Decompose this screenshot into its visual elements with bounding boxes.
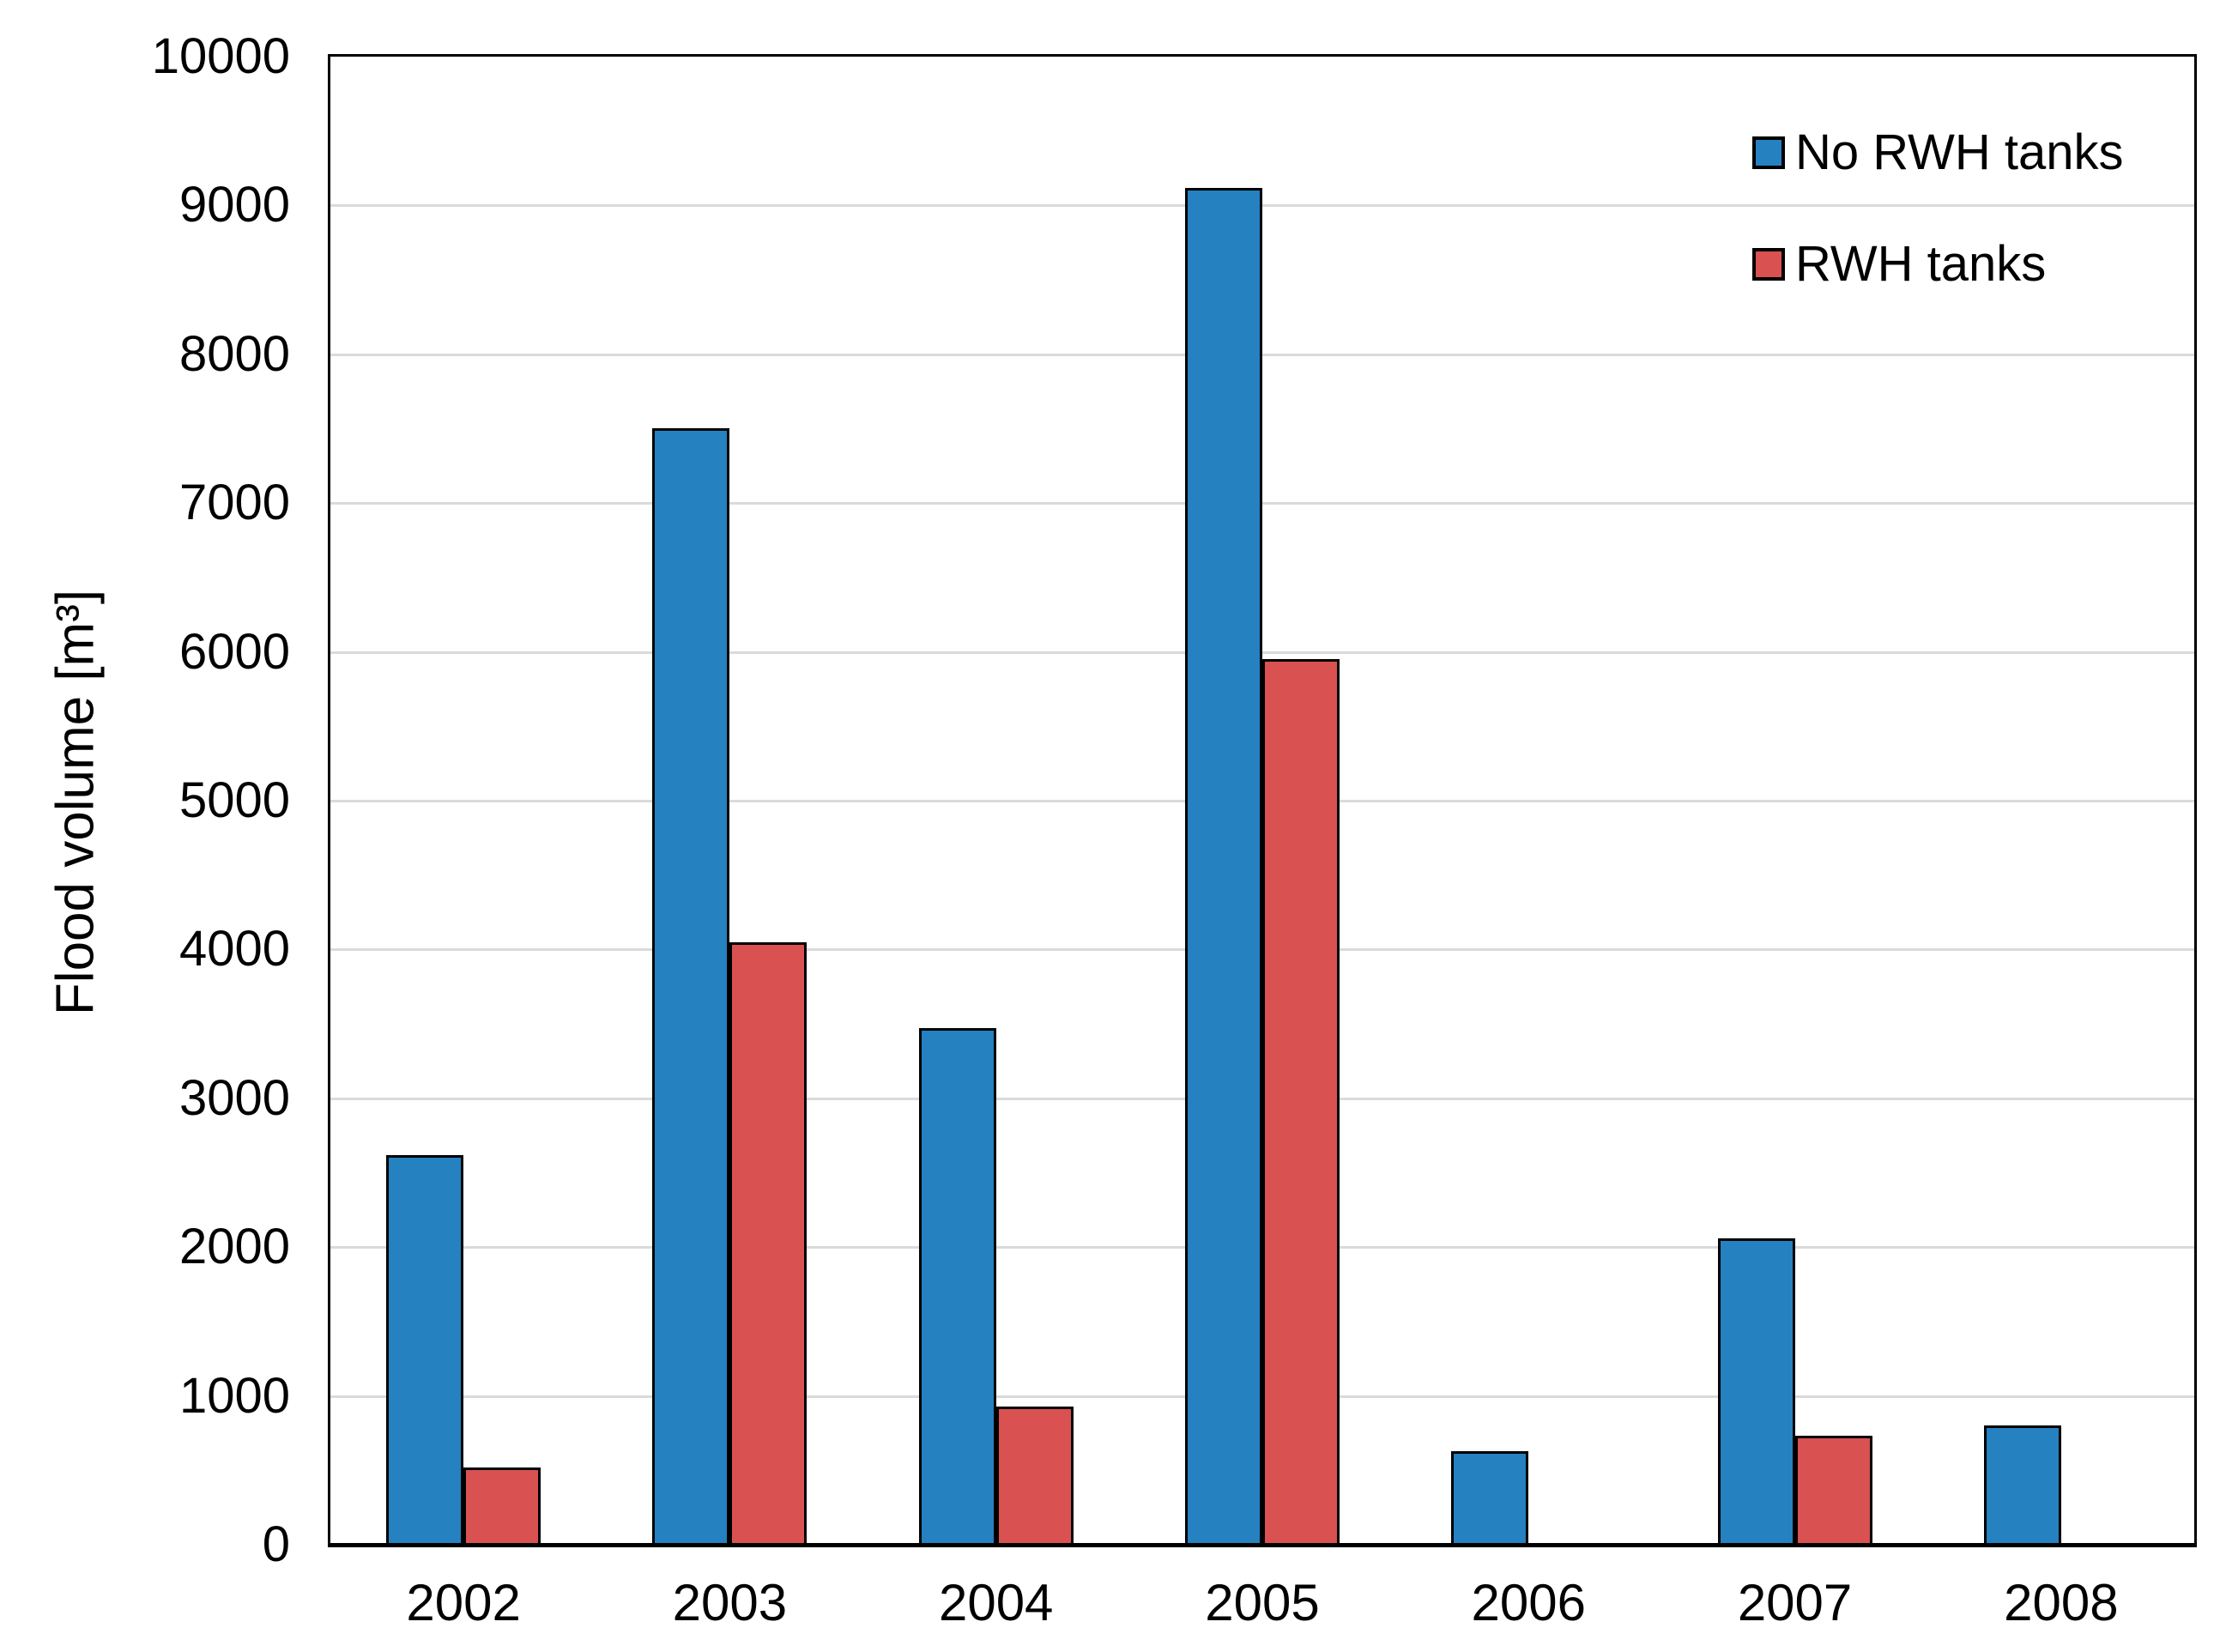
y-tick-label-9000: 9000 [178, 177, 290, 233]
legend-row-rwh-tanks: RWH tanks [1752, 233, 2123, 295]
bar-no-rwh-tanks-2007 [1717, 1238, 1795, 1545]
plot-area: No RWH tanks RWH tanks [328, 54, 2197, 1547]
legend: No RWH tanks RWH tanks [1752, 122, 2123, 345]
y-tick-label-2000: 2000 [178, 1219, 290, 1275]
y-tick-label-7000: 7000 [178, 475, 290, 531]
x-tick-label-2002: 2002 [406, 1574, 521, 1631]
y-tick-label-8000: 8000 [178, 325, 290, 382]
y-tick-label-10000: 10000 [151, 28, 290, 84]
bar-rwh-tanks-2003 [729, 942, 808, 1545]
bar-no-rwh-tanks-2008 [1983, 1425, 2061, 1545]
gridline-8000 [330, 353, 2194, 356]
bar-no-rwh-tanks-2002 [386, 1155, 464, 1545]
bar-rwh-tanks-2002 [463, 1467, 541, 1545]
x-tick-label-2005: 2005 [1205, 1574, 1320, 1631]
bar-no-rwh-tanks-2006 [1451, 1451, 1529, 1545]
x-tick-label-2008: 2008 [2004, 1574, 2119, 1631]
x-tick-label-2004: 2004 [938, 1574, 1054, 1631]
y-tick-label-4000: 4000 [178, 921, 290, 977]
bar-rwh-tanks-2007 [1794, 1436, 1872, 1545]
bar-no-rwh-tanks-2004 [918, 1028, 996, 1545]
legend-swatch-no-rwh-tanks-icon [1752, 136, 1785, 169]
y-tick-label-5000: 5000 [178, 772, 290, 828]
legend-swatch-rwh-tanks-icon [1752, 248, 1785, 281]
y-tick-label-0: 0 [262, 1516, 290, 1572]
bar-rwh-tanks-2005 [1262, 659, 1340, 1545]
legend-row-no-rwh-tanks: No RWH tanks [1752, 122, 2123, 184]
bar-rwh-tanks-2004 [995, 1407, 1074, 1545]
y-tick-label-1000: 1000 [178, 1367, 290, 1424]
legend-label-rwh-tanks: RWH tanks [1795, 236, 2047, 292]
bar-no-rwh-tanks-2005 [1185, 188, 1262, 1545]
bar-no-rwh-tanks-2003 [652, 428, 730, 1545]
y-tick-label-6000: 6000 [178, 623, 290, 680]
legend-label-no-rwh-tanks: No RWH tanks [1795, 124, 2124, 180]
y-tick-label-3000: 3000 [178, 1069, 290, 1126]
x-tick-label-2007: 2007 [1737, 1574, 1853, 1631]
x-tick-label-2006: 2006 [1471, 1574, 1587, 1631]
gridline-6000 [330, 651, 2194, 654]
gridline-7000 [330, 502, 2194, 505]
x-tick-label-2003: 2003 [672, 1574, 788, 1631]
gridline-9000 [330, 204, 2194, 208]
x-axis-baseline [328, 1543, 2197, 1547]
